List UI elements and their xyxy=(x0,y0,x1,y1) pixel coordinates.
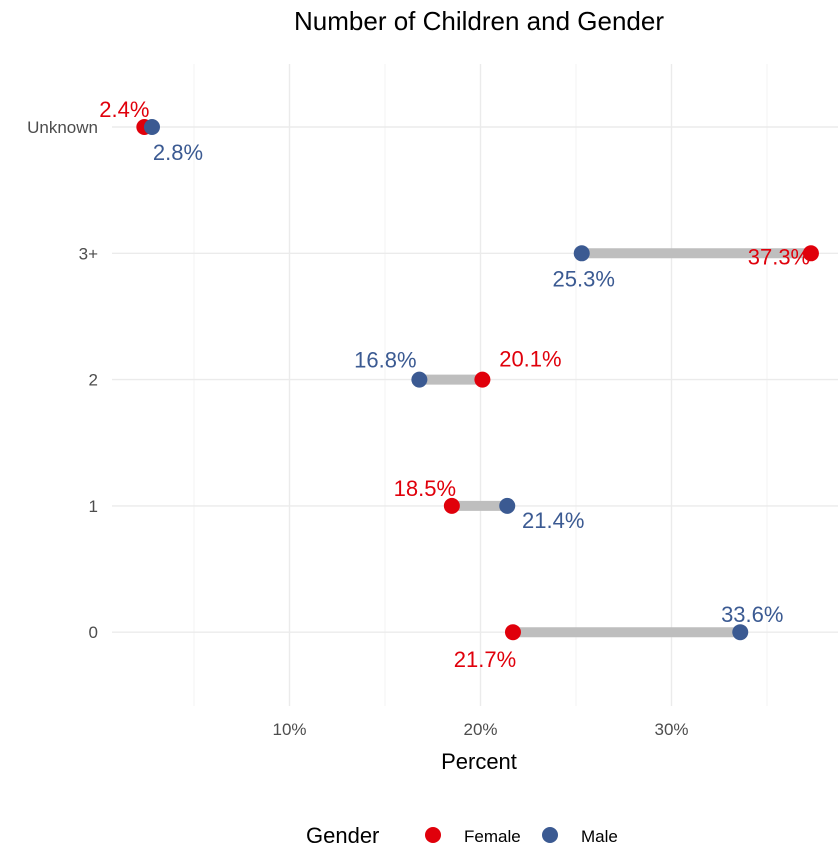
y-tick-label: Unknown xyxy=(27,118,98,137)
male-point xyxy=(143,119,160,135)
y-tick-label: 0 xyxy=(89,623,98,642)
legend-key-male xyxy=(542,827,558,843)
female-data-label: 18.5% xyxy=(394,476,456,501)
female-data-label: 20.1% xyxy=(499,347,561,372)
female-data-label: 21.7% xyxy=(454,647,516,672)
y-tick-label: 2 xyxy=(89,371,98,390)
male-data-label: 33.6% xyxy=(721,602,783,627)
chart-title: Number of Children and Gender xyxy=(294,6,664,36)
y-axis-ticks: Unknown 3+ 2 1 0 xyxy=(27,118,98,642)
male-data-label: 25.3% xyxy=(553,266,615,291)
legend: Gender Female Male xyxy=(306,823,618,848)
female-data-label: 37.3% xyxy=(748,244,810,269)
female-point xyxy=(474,371,491,388)
x-tick-label: 30% xyxy=(654,720,688,739)
x-tick-label: 20% xyxy=(463,720,497,739)
female-data-label: 2.4% xyxy=(99,97,149,122)
female-point xyxy=(802,245,819,262)
female-point xyxy=(504,624,521,641)
y-tick-label: 1 xyxy=(89,497,98,516)
male-data-label: 2.8% xyxy=(153,140,203,165)
x-axis-ticks: 10% 20% 30% xyxy=(272,720,688,739)
male-point xyxy=(499,497,516,514)
male-data-label: 16.8% xyxy=(354,348,416,373)
data-points xyxy=(136,119,819,641)
data-labels: 2.4% 37.3% 20.1% 18.5% 21.7% 2.8% 25.3% 16.8% 21… xyxy=(99,97,810,672)
male-point xyxy=(732,624,749,641)
legend-title: Gender xyxy=(306,823,379,848)
female-point xyxy=(443,497,460,514)
y-tick-label: 3+ xyxy=(79,244,98,263)
legend-key-female xyxy=(425,827,441,843)
male-point xyxy=(573,245,590,262)
legend-label-female: Female xyxy=(464,827,521,846)
male-data-label: 21.4% xyxy=(522,508,584,533)
x-axis-title: Percent xyxy=(441,749,517,774)
legend-label-male: Male xyxy=(581,827,618,846)
x-tick-label: 10% xyxy=(272,720,306,739)
male-point xyxy=(411,371,428,388)
